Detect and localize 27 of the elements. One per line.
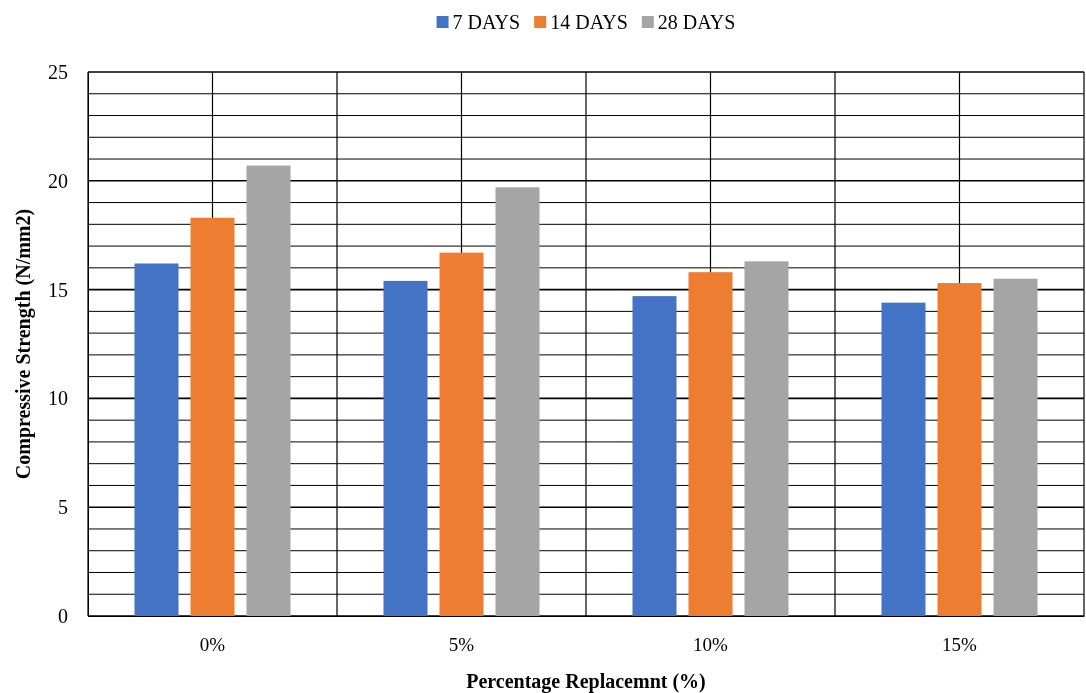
bar	[993, 278, 1038, 616]
y-tick-label: 25	[48, 60, 68, 83]
y-tick-label: 5	[58, 496, 68, 519]
bar	[190, 217, 235, 616]
bar	[134, 263, 179, 616]
legend-label: 14 DAYS	[550, 11, 628, 33]
y-tick-label: 20	[48, 169, 68, 192]
bar	[439, 252, 484, 616]
x-tick-label: 5%	[448, 634, 475, 656]
x-tick-label: 10%	[693, 634, 729, 656]
bar	[246, 165, 291, 616]
y-tick-label: 15	[48, 278, 68, 301]
bar	[744, 261, 789, 616]
y-axis-title: Compressive Strength (N/mm2)	[12, 208, 35, 480]
y-tick-label: 0	[58, 604, 68, 627]
x-axis-title: Percentage Replacemnt (%)	[466, 670, 706, 693]
bar	[495, 187, 540, 616]
x-tick-label: 15%	[942, 634, 978, 656]
bar	[881, 302, 926, 616]
y-tick-label: 10	[48, 387, 68, 410]
bar	[937, 283, 982, 616]
x-tick-label: 0%	[199, 634, 226, 656]
legend-label: 28 DAYS	[657, 11, 736, 33]
legend-label: 7 DAYS	[452, 11, 521, 33]
bar	[632, 296, 677, 616]
bar	[383, 280, 428, 616]
bar	[688, 272, 733, 616]
